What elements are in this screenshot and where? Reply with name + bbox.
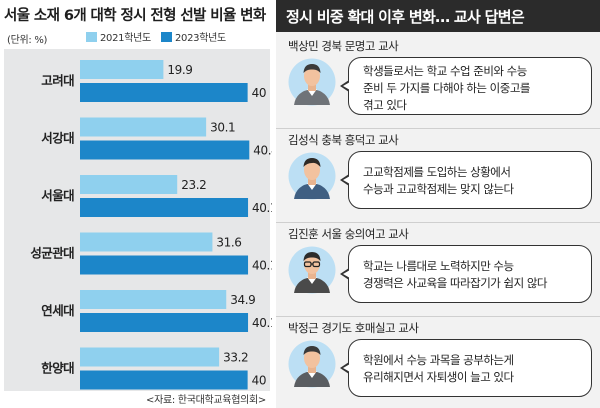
avatar-man-icon	[288, 340, 336, 388]
value-label: 34.9	[230, 293, 255, 307]
legend-label-2023: 2023학년도	[174, 33, 226, 44]
chart-panel: 서울 소재 6개 대학 정시 전형 선발 비율 변화 (단위: %) 2021학…	[0, 0, 272, 408]
category-label: 서강대	[41, 131, 74, 146]
bubble-tail-inner	[343, 82, 350, 90]
speech-bubble: 고교학점제를 도입하는 상황에서 수능과 고교학점제는 맞지 않는다	[348, 151, 592, 209]
category-label: 고려대	[41, 73, 74, 88]
divider	[276, 316, 600, 317]
bubble-tail-inner	[343, 176, 350, 184]
bar-2021	[80, 60, 164, 79]
value-label: 23.2	[181, 178, 206, 192]
teacher-card: 김성식 충북 흥덕고 교사 고교학점제를 도입하는 상황에서 수능과 고교학점제…	[276, 128, 600, 220]
bar-2021	[80, 347, 220, 367]
bubble-tail-inner	[343, 270, 350, 278]
teacher-card: 백상민 경북 문명고 교사 학생들로서는 학교 수업 준비와 수능 준비 두 가…	[276, 34, 600, 126]
source-label: <자료: 한국대학교육협의회>	[145, 395, 266, 406]
value-label: 33.2	[223, 351, 248, 365]
bar-2021	[80, 290, 227, 309]
value-label: 40.1	[252, 259, 272, 273]
chart-title: 서울 소재 6개 대학 정시 전형 선발 비율 변화	[4, 8, 266, 24]
bar-2023	[80, 83, 248, 102]
speech-bubble: 학생들로서는 학교 수업 준비와 수능 준비 두 가지를 다해야 하는 이중고를…	[348, 57, 592, 115]
value-label: 40.4	[253, 144, 272, 158]
value-label: 31.6	[216, 236, 241, 250]
bubble-line: 고교학점제를 도입하는 상황에서	[363, 165, 511, 179]
legend-item-2023: 2023학년도	[160, 29, 226, 44]
bar-2023	[80, 255, 249, 275]
legend-swatch-2021	[86, 31, 97, 42]
speech-bubble: 학원에서 수능 과목을 공부하는게 유리해지면서 자퇴생이 늘고 있다	[348, 339, 592, 397]
teacher-name: 김진훈 서울 숭의여고 교사	[288, 227, 409, 241]
bubble-line: 학교는 나름대로 노력하지만 수능	[363, 259, 514, 273]
bar-2021	[80, 175, 178, 194]
teacher-name: 박정근 경기도 호매실고 교사	[288, 321, 419, 335]
comments-panel: 정시 비중 확대 이후 변화… 교사 답변은 백상민 경북 문명고 교사 학생들…	[276, 0, 600, 408]
teacher-card: 김진훈 서울 숭의여고 교사 학교는 나름대로 노력하지만 수능 경쟁력은 사교…	[276, 222, 600, 314]
bubble-line: 준비 두 가지를 다해야 하는 이중고를	[363, 81, 530, 95]
legend-item-2021: 2021학년도	[86, 29, 151, 44]
bubble-line: 학생들로서는 학교 수업 준비와 수능	[363, 64, 527, 78]
divider	[276, 128, 600, 129]
teacher-name: 김성식 충북 흥덕고 교사	[288, 133, 399, 147]
avatar-man-icon	[288, 58, 336, 106]
value-label: 40.1	[252, 201, 272, 215]
avatar-man-icon	[288, 152, 336, 200]
bubble-line: 겪고 있다	[363, 98, 407, 112]
value-label: 19.9	[167, 63, 192, 77]
bubble-tail-inner	[343, 364, 350, 372]
category-label: 성균관대	[30, 246, 74, 261]
bar-2023	[80, 313, 249, 332]
value-label: 40	[252, 374, 266, 388]
bar-2021	[80, 117, 207, 137]
legend-label-2021: 2021학년도	[100, 33, 151, 44]
unit-label: (단위: %)	[7, 35, 48, 46]
teacher-card: 박정근 경기도 호매실고 교사 학원에서 수능 과목을 공부하는게 유리해지면서…	[276, 316, 600, 408]
panel-header: 정시 비중 확대 이후 변화… 교사 답변은	[276, 0, 600, 32]
bubble-line: 경쟁력은 사교육을 따라잡기가 쉽지 않다	[363, 276, 547, 290]
speech-bubble: 학교는 나름대로 노력하지만 수능 경쟁력은 사교육을 따라잡기가 쉽지 않다	[348, 245, 592, 303]
teacher-name: 백상민 경북 문명고 교사	[288, 39, 399, 53]
divider	[276, 222, 600, 223]
category-label: 서울대	[41, 188, 74, 203]
category-label: 연세대	[41, 303, 74, 318]
category-label: 한양대	[41, 361, 74, 376]
chart-legend: 2021학년도 2023학년도	[86, 29, 226, 44]
value-label: 30.1	[210, 121, 235, 135]
value-label: 40	[252, 86, 266, 100]
value-label: 40.1	[252, 316, 272, 330]
bubble-line: 유리해지면서 자퇴생이 늘고 있다	[363, 370, 514, 384]
avatar-man-glasses-icon	[288, 246, 336, 294]
chart-area	[4, 49, 270, 391]
legend-swatch-2023	[160, 31, 172, 42]
bar-chart: 고려대 19.9 40 서강대 30.1 40.4 서울대 23.2 40.1 성균관대 31.6 4…	[30, 60, 272, 390]
bubble-line: 수능과 고교학점제는 맞지 않는다	[363, 182, 514, 196]
bubble-line: 학원에서 수능 과목을 공부하는게	[363, 353, 514, 367]
bar-2021	[80, 232, 213, 252]
bar-2023	[80, 140, 250, 160]
bar-2023	[80, 370, 248, 390]
bar-2023	[80, 198, 249, 217]
